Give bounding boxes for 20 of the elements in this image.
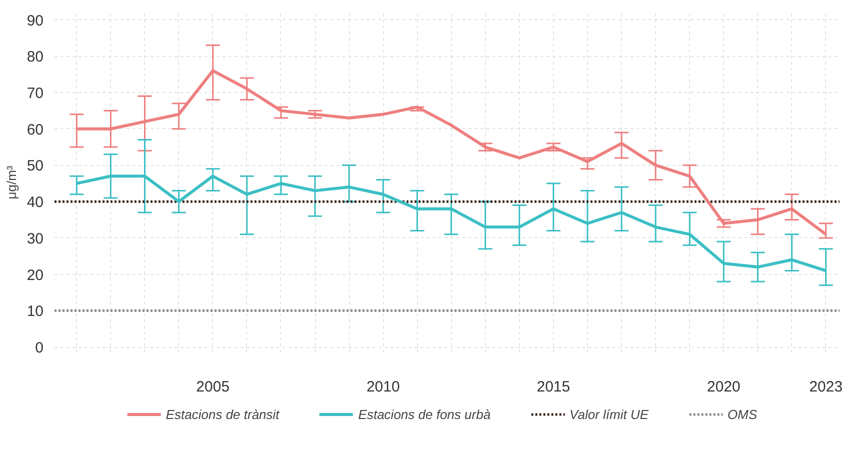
y-tick-label: 60: [26, 121, 44, 138]
y-tick-label: 20: [26, 266, 44, 284]
y-tick-label: 40: [26, 194, 44, 212]
y-tick-label: 70: [26, 85, 44, 102]
y-axis-title: μg/m³: [4, 165, 19, 200]
y-tick-label: 10: [26, 303, 44, 320]
y-tick-label: 50: [26, 158, 44, 175]
y-tick-label: 80: [26, 48, 44, 66]
legend-label: Valor límit UE: [570, 406, 649, 422]
legend-label: OMS: [728, 406, 758, 422]
legend-label: Estacions de trànsit: [166, 406, 280, 422]
y-tick-label: 90: [26, 12, 44, 30]
legend-label: Estacions de fons urbà: [358, 406, 491, 422]
y-tick-label: 0: [35, 340, 44, 357]
y-tick-label: 30: [26, 230, 44, 248]
x-tick-label: 2020: [707, 378, 740, 396]
x-tick-label: 2010: [366, 378, 400, 396]
x-tick-label: 2015: [536, 378, 570, 396]
x-tick-label: 2005: [196, 378, 230, 396]
x-tick-label: 2023: [809, 378, 843, 396]
